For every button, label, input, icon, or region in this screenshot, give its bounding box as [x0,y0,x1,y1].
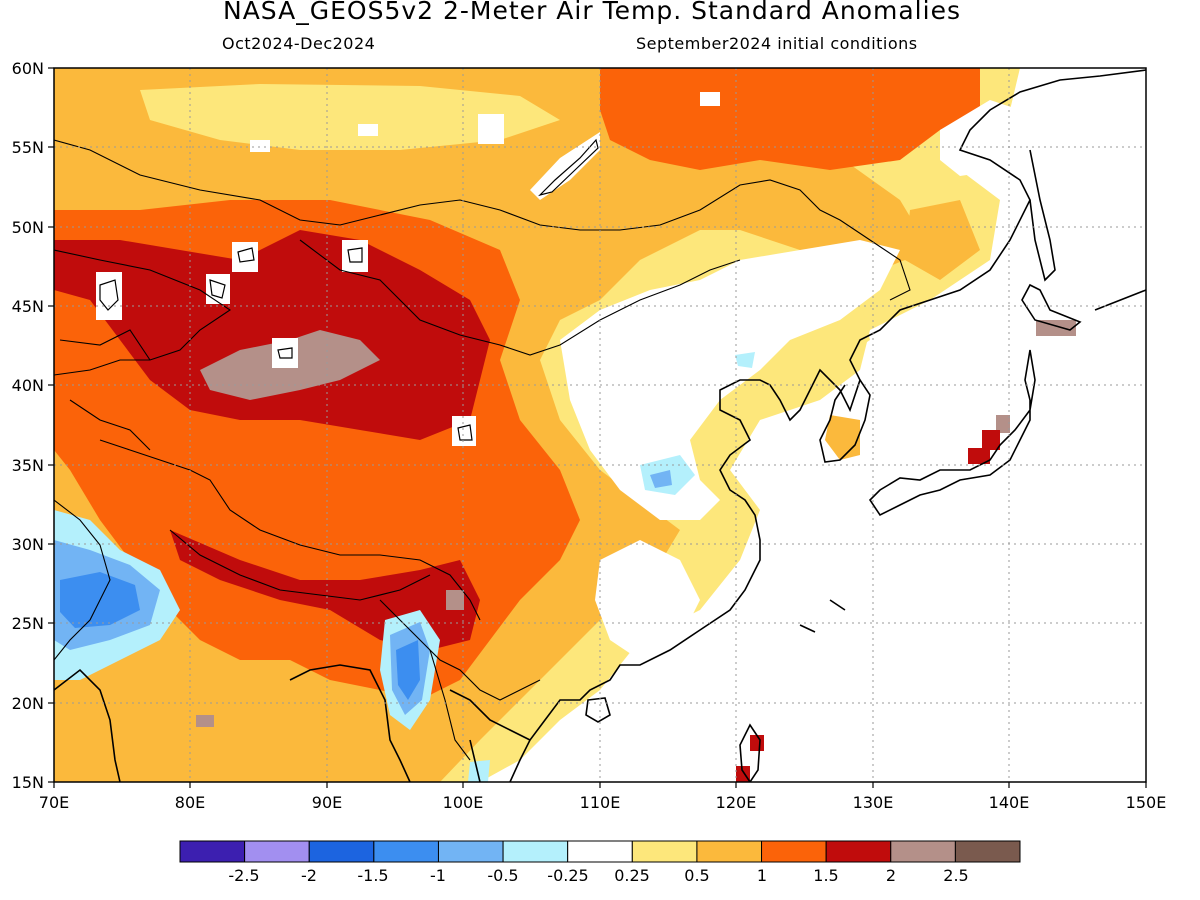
lat-label: 30N [12,535,44,554]
colorbar-swatch [890,840,956,863]
lat-label: 15N [12,773,44,792]
graticule [54,68,1146,782]
colorbar-label: 1.5 [813,866,838,885]
colorbar: -2.5 -2 -1.5 -1 -0.5 -0.25 0.25 0.5 1 1.… [179,840,1021,885]
lakes [99,138,599,441]
colorbar-label: -2.5 [228,866,259,885]
colorbar-swatch [437,840,504,863]
longitude-labels: 70E 80E 90E 100E 110E 120E 130E 140E 150… [39,793,1167,812]
lon-label: 110E [580,793,621,812]
lat-label: 50N [12,218,44,237]
country-borders [54,139,911,761]
colorbar-label: -1 [430,866,446,885]
colorbar-label: -1.5 [357,866,388,885]
colorbar-swatch [696,840,763,863]
colorbar-swatch [825,840,892,863]
colorbar-swatch [567,840,633,863]
lat-label: 35N [12,456,44,475]
colorbar-swatch [954,840,1021,863]
colorbar-swatch [502,840,569,863]
initial-conditions: September2024 initial conditions [636,34,918,53]
axis-ticks [48,67,1147,788]
colorbar-swatch [373,840,439,863]
lon-label: 120E [716,793,757,812]
colorbar-swatch [761,840,827,863]
colorbar-label: -0.5 [487,866,518,885]
lon-label: 130E [853,793,894,812]
colorbar-label: 0.25 [614,866,650,885]
colorbar-label: -0.25 [547,866,588,885]
lon-label: 90E [312,793,342,812]
lon-label: 150E [1126,793,1167,812]
latitude-labels: 60N 55N 50N 45N 40N 35N 30N 25N 20N 15N [12,59,44,792]
colorbar-swatches [179,840,1021,863]
anomaly-region-2 [54,230,490,440]
lon-label: 70E [39,793,69,812]
lat-label: 60N [12,59,44,78]
lat-label: 20N [12,694,44,713]
colorbar-swatch [244,840,310,863]
lat-label: 55N [12,138,44,157]
colorbar-swatch [308,840,375,863]
colorbar-label: 1 [757,866,767,885]
forecast-period: Oct2024-Dec2024 [222,34,376,53]
colorbar-label: 0.5 [684,866,709,885]
lat-label: 45N [12,297,44,316]
anomaly-field [54,68,1146,782]
colorbar-swatch [179,840,246,863]
map-title: NASA_GEOS5v2 2-Meter Air Temp. Standard … [223,0,961,25]
colorbar-label: 2.5 [943,866,968,885]
colorbar-label: 2 [886,866,896,885]
colorbar-swatch [631,840,698,863]
coastlines [54,69,1146,782]
lat-label: 25N [12,614,44,633]
colorbar-label: -2 [301,866,317,885]
lon-label: 100E [443,793,484,812]
lat-label: 40N [12,376,44,395]
lon-label: 80E [175,793,205,812]
colorbar-labels: -2.5 -2 -1.5 -1 -0.5 -0.25 0.25 0.5 1 1.… [228,866,968,885]
lon-label: 140E [989,793,1030,812]
